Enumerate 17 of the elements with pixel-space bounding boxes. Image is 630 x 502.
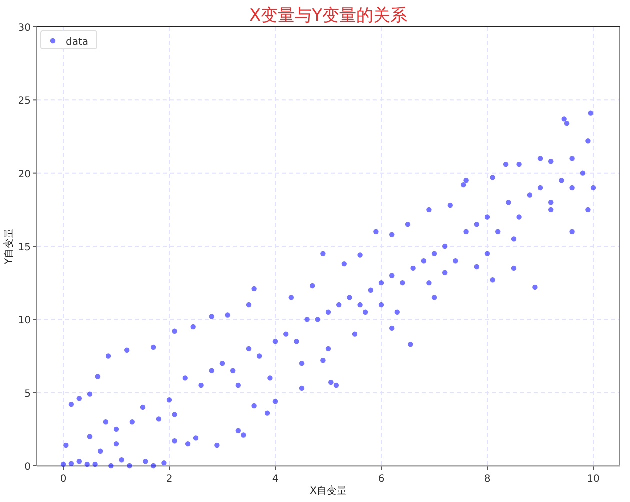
y-tick-label: 25	[18, 96, 31, 108]
x-tick-label: 6	[378, 474, 385, 485]
x-tick-label: 0	[60, 474, 67, 485]
legend-label: data	[66, 37, 89, 48]
x-tick-label: 4	[272, 474, 279, 485]
y-tick-label: 20	[18, 169, 31, 180]
y-tick-label: 15	[18, 242, 31, 254]
x-tick-label: 2	[166, 474, 173, 485]
x-tick-label: 8	[484, 474, 491, 485]
chart-title: X变量与Y变量的关系	[249, 6, 408, 26]
x-axis-title: X自变量	[310, 485, 347, 497]
x-tick-label: 10	[587, 474, 600, 485]
y-tick-label: 0	[24, 462, 31, 473]
y-tick-label: 10	[18, 316, 31, 327]
y-tick-label: 5	[24, 388, 31, 400]
y-axis-title: Y自变量	[3, 228, 15, 266]
y-tick-label: 30	[18, 23, 31, 34]
